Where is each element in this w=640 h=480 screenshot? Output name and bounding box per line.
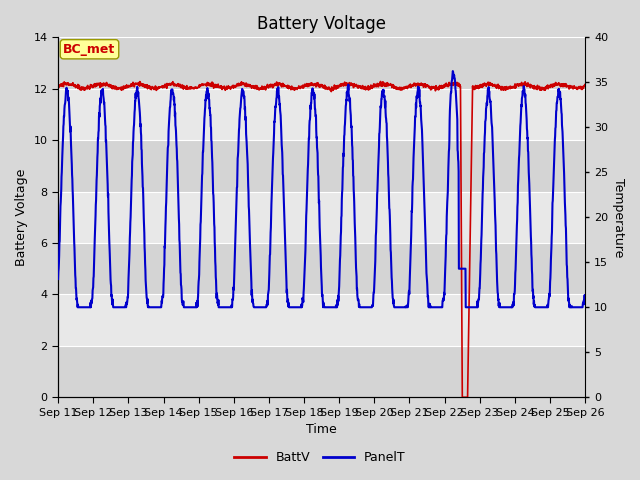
Bar <box>58 243 585 294</box>
Bar <box>58 89 585 140</box>
Legend: BattV, PanelT: BattV, PanelT <box>229 446 411 469</box>
Title: Battery Voltage: Battery Voltage <box>257 15 386 33</box>
Bar <box>58 346 585 397</box>
Y-axis label: Temperature: Temperature <box>612 178 625 257</box>
Bar <box>58 37 585 89</box>
X-axis label: Time: Time <box>307 423 337 436</box>
Text: BC_met: BC_met <box>63 43 116 56</box>
Bar <box>58 140 585 192</box>
Bar <box>58 294 585 346</box>
Bar <box>58 192 585 243</box>
Y-axis label: Battery Voltage: Battery Voltage <box>15 168 28 266</box>
